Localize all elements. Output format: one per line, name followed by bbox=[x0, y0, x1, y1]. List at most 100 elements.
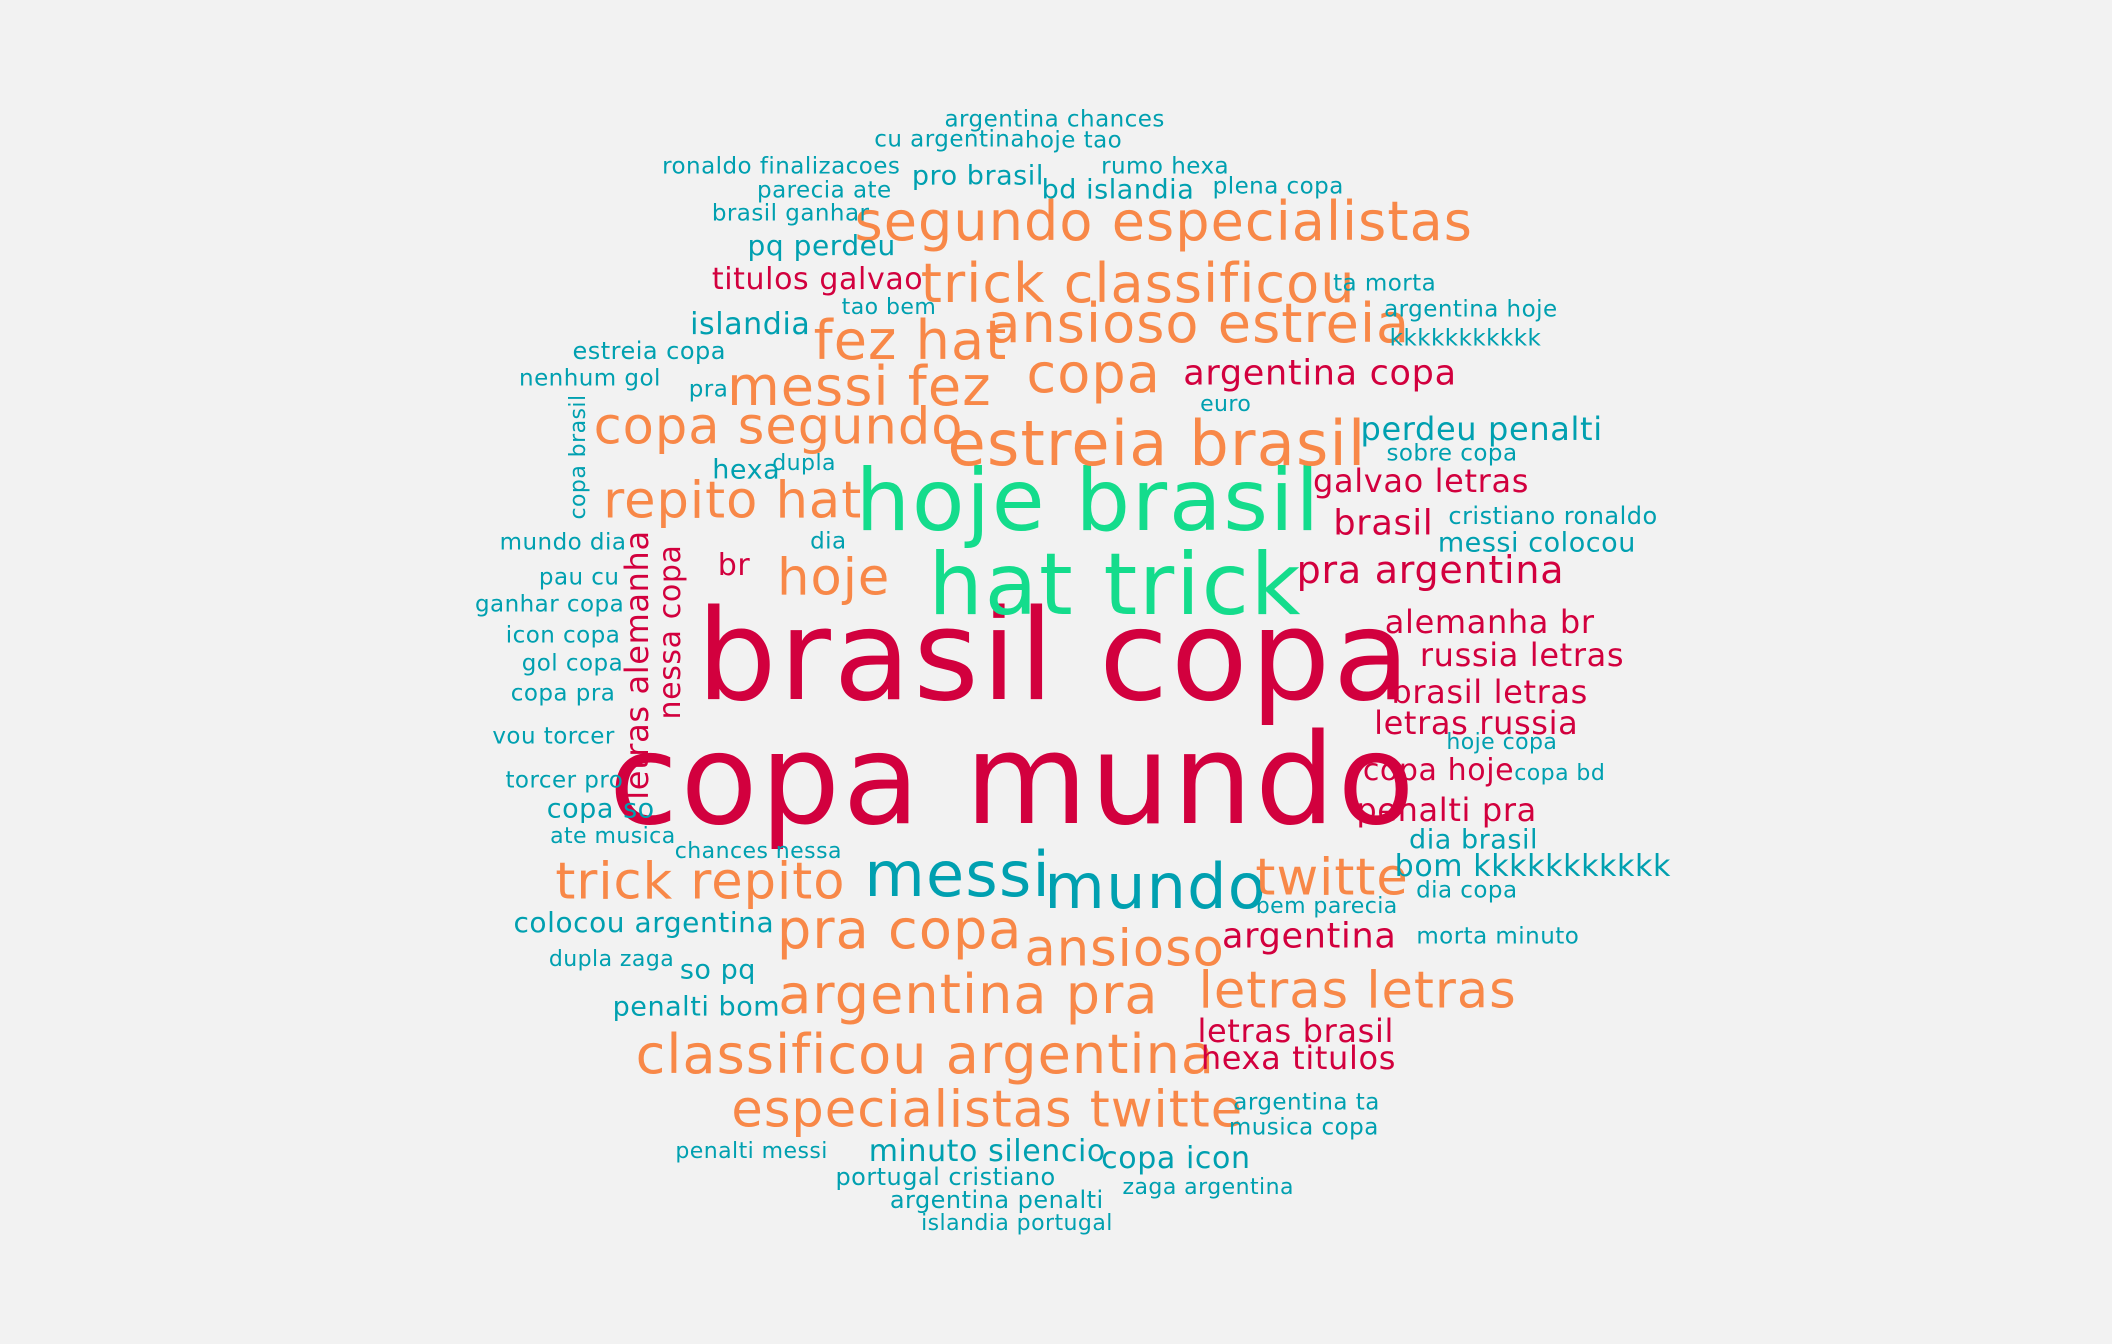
word-messi-fez: messi fez bbox=[727, 355, 992, 419]
word-argentina-copa: argentina copa bbox=[1183, 353, 1457, 394]
word-estreia-brasil: estreia brasil bbox=[947, 406, 1367, 480]
word-ate-musica: ate musica bbox=[550, 824, 676, 850]
word-titulos-galvao: titulos galvao bbox=[711, 261, 924, 297]
word-morta-minuto: morta minuto bbox=[1416, 923, 1580, 950]
word-perdeu-penalti: perdeu penalti bbox=[1360, 409, 1603, 448]
word-argentina-ta: argentina ta bbox=[1233, 1089, 1380, 1116]
word-dia-brasil: dia brasil bbox=[1409, 824, 1539, 856]
word-islandia: islandia bbox=[690, 307, 811, 343]
word-copa-so: copa so bbox=[546, 793, 655, 825]
word-parecia-ate: parecia ate bbox=[757, 177, 892, 204]
word-letras-alemanha: letras alemanha bbox=[618, 530, 657, 801]
word-minuto-silencio: minuto silencio bbox=[868, 1133, 1106, 1169]
word-twitte: twitte bbox=[1255, 848, 1409, 908]
word-hat-trick: hat trick bbox=[928, 534, 1303, 635]
word-segundo-especialistas: segundo especialistas bbox=[854, 189, 1473, 253]
word-ansioso-estreia: ansioso estreia bbox=[987, 291, 1411, 355]
word-dupla: dupla bbox=[772, 450, 836, 476]
word-penalti-bom: penalti bom bbox=[612, 991, 781, 1023]
word-copa: copa bbox=[1026, 341, 1161, 405]
word-letras-brasil: letras brasil bbox=[1197, 1011, 1395, 1050]
word-letras-letras: letras letras bbox=[1198, 961, 1517, 1021]
word-brasil-ganhar: brasil ganhar bbox=[711, 200, 870, 227]
word-islandia-portugal: islandia portugal bbox=[921, 1211, 1113, 1237]
word-tao-bem: tao bem bbox=[841, 294, 937, 320]
word-pau-cu: pau cu bbox=[538, 564, 620, 591]
word-argentina: argentina bbox=[1221, 916, 1397, 957]
word-especialistas-twitte: especialistas twitte bbox=[731, 1080, 1244, 1140]
word-classificou-argentina: classificou argentina bbox=[635, 1023, 1216, 1087]
word-messi-colocou: messi colocou bbox=[1437, 527, 1636, 559]
word-russia-letras: russia letras bbox=[1419, 635, 1625, 674]
word-cu-argentina: cu argentina bbox=[874, 126, 1025, 153]
word-torcer-pro: torcer pro bbox=[505, 767, 624, 794]
word-portugal-cristiano: portugal cristiano bbox=[835, 1163, 1056, 1192]
word-icon-copa: icon copa bbox=[505, 622, 621, 649]
word-hoje-tao: hoje tao bbox=[1024, 127, 1123, 154]
word-ansioso: ansioso bbox=[1024, 919, 1225, 979]
word-musica-copa: musica copa bbox=[1228, 1114, 1379, 1141]
word-dupla-zaga: dupla zaga bbox=[548, 946, 675, 972]
word-hoje-brasil: hoje brasil bbox=[855, 451, 1322, 552]
word-pra: pra bbox=[688, 376, 729, 403]
word-trick-repito: trick repito bbox=[555, 852, 846, 912]
word-bd-islandia: bd islandia bbox=[1041, 174, 1195, 205]
word-euro: euro bbox=[1200, 391, 1252, 417]
word-copa-icon: copa icon bbox=[1101, 1140, 1251, 1176]
word-zaga-argentina: zaga argentina bbox=[1122, 1175, 1294, 1201]
word-plena-copa: plena copa bbox=[1212, 173, 1344, 200]
word-ta-morta: ta morta bbox=[1333, 270, 1437, 297]
word-copa-pra: copa pra bbox=[510, 680, 616, 706]
word-argentina-chances: argentina chances bbox=[944, 106, 1165, 133]
word-ronaldo-finalizacoes: ronaldo finalizacoes bbox=[662, 153, 901, 180]
word-copa-mundo: copa mundo bbox=[608, 705, 1418, 853]
word-messi: messi bbox=[864, 837, 1051, 911]
word-estreia-copa: estreia copa bbox=[572, 336, 726, 365]
word-vou-torcer: vou torcer bbox=[492, 723, 615, 749]
word-mundo-dia: mundo dia bbox=[499, 529, 627, 556]
word-pq-perdeu: pq perdeu bbox=[747, 228, 896, 262]
word-alemanha-br: alemanha br bbox=[1384, 603, 1595, 642]
word-hexa-titulos: hexa titulos bbox=[1200, 1038, 1397, 1077]
word-cristiano-ronaldo: cristiano ronaldo bbox=[1448, 502, 1658, 531]
word-dia-copa: dia copa bbox=[1416, 877, 1518, 904]
word-ganhar-copa: ganhar copa bbox=[474, 591, 625, 618]
word-repito-hat: repito hat bbox=[603, 471, 863, 531]
word-br: br bbox=[717, 547, 751, 583]
word-fez-hat: fez hat bbox=[813, 309, 1008, 373]
word-copa-bd: copa bd bbox=[1514, 761, 1606, 787]
word-dia: dia bbox=[810, 528, 847, 555]
word-sobre-copa: sobre copa bbox=[1386, 440, 1518, 467]
word-trick-classificou: trick classificou bbox=[920, 251, 1356, 315]
word-chances-nessa: chances nessa bbox=[674, 839, 842, 865]
word-hexa: hexa bbox=[712, 454, 781, 486]
word-hoje: hoje bbox=[777, 548, 891, 608]
word-pra-argentina: pra argentina bbox=[1296, 547, 1565, 592]
word-copa-hoje: copa hoje bbox=[1362, 753, 1515, 789]
word-mundo: mundo bbox=[1044, 850, 1267, 924]
word-copa-brasil: copa brasil bbox=[566, 394, 592, 520]
word-pra-copa: pra copa bbox=[777, 898, 1023, 962]
word-bom-kkkkkkkkkkk: bom kkkkkkkkkkk bbox=[1394, 848, 1671, 884]
word-penalti-pra: penalti pra bbox=[1356, 791, 1537, 830]
word-argentina-pra: argentina pra bbox=[778, 962, 1159, 1026]
word-copa-segundo: copa segundo bbox=[593, 397, 964, 457]
word-bem-parecia: bem parecia bbox=[1255, 894, 1398, 920]
word-nessa-copa: nessa copa bbox=[652, 544, 688, 720]
word-letras-russia: letras russia bbox=[1374, 704, 1579, 743]
word-argentina-penalti: argentina penalti bbox=[889, 1186, 1104, 1215]
word-brasil-letras: brasil letras bbox=[1391, 673, 1588, 712]
word-brasil: brasil bbox=[1333, 503, 1434, 544]
word-galvao-letras: galvao letras bbox=[1313, 462, 1530, 501]
word-brasil-copa: brasil copa bbox=[696, 581, 1413, 729]
word-nenhum-gol: nenhum gol bbox=[519, 365, 661, 392]
word-rumo-hexa: rumo hexa bbox=[1101, 153, 1230, 180]
word-so-pq: so pq bbox=[679, 954, 756, 986]
word-gol-copa: gol copa bbox=[521, 650, 624, 677]
word-colocou-argentina: colocou argentina bbox=[513, 906, 775, 940]
word-argentina-hoje: argentina hoje bbox=[1384, 296, 1558, 323]
word-hoje-copa: hoje copa bbox=[1446, 730, 1558, 756]
word-pro-brasil: pro brasil bbox=[911, 160, 1044, 192]
word-kkkkkkkkkkk: kkkkkkkkkkk bbox=[1389, 325, 1542, 352]
